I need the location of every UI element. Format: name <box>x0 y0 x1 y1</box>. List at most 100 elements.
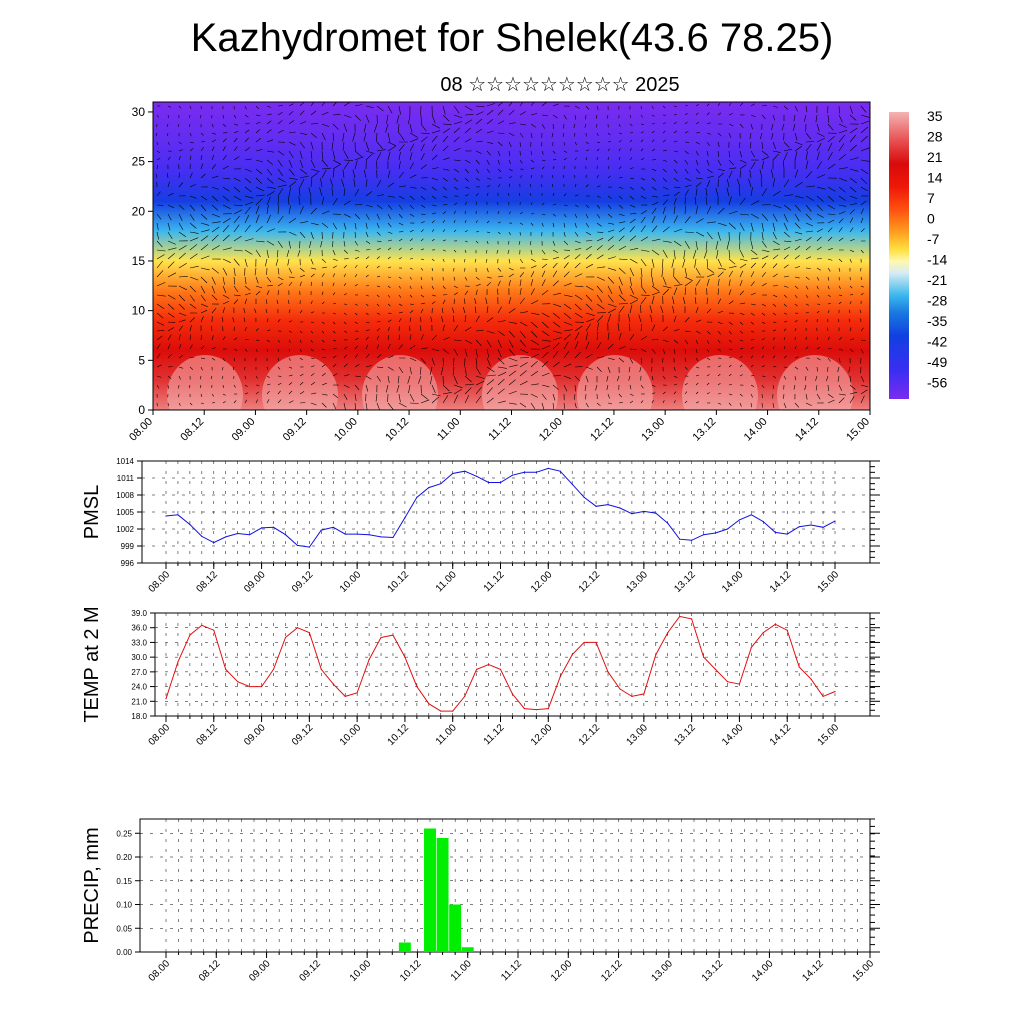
data-point <box>464 470 466 472</box>
colorbar-label: -14 <box>927 252 947 268</box>
data-point <box>655 512 657 514</box>
data-point <box>834 520 836 522</box>
data-point <box>284 534 287 536</box>
data-point <box>691 618 693 620</box>
data-point <box>296 627 299 629</box>
grid <box>142 460 870 564</box>
colorbar-label: -49 <box>927 354 947 370</box>
data-point <box>571 483 573 485</box>
data-point <box>643 693 645 695</box>
data-point <box>822 695 824 697</box>
x-tick-label: 09.12 <box>290 722 316 748</box>
data-point <box>774 623 776 625</box>
data-point <box>308 632 310 634</box>
colorbar-strip <box>889 112 909 399</box>
data-point <box>177 661 179 663</box>
y-tick-label: 25 <box>132 155 146 169</box>
x-tick-label: 14.00 <box>750 958 776 984</box>
data-point <box>607 671 609 673</box>
data-point <box>702 534 705 536</box>
x-tick-label: 14.12 <box>800 958 826 984</box>
x-tick-label: 12.12 <box>577 722 603 748</box>
warm-cell <box>167 355 243 410</box>
data-point <box>523 471 525 473</box>
temperature-chart: 18.0 21.0 24.0 27.0 30.0 33.0 36.0 39.0 08.00 08.… <box>81 606 880 748</box>
wind-vectors <box>155 102 870 410</box>
data-point <box>225 668 227 671</box>
x-tick-label: 11.12 <box>482 569 507 594</box>
data-point <box>487 663 490 666</box>
data-point <box>631 513 633 515</box>
warm-cell <box>362 355 438 410</box>
data-point <box>356 533 358 535</box>
data-point <box>738 683 741 685</box>
x-tick-label: 11.12 <box>486 416 513 443</box>
data-point <box>320 529 322 531</box>
data-point <box>356 692 358 694</box>
data-point <box>738 519 741 521</box>
data-point <box>416 496 418 498</box>
x-tick-label: 14.12 <box>768 722 794 748</box>
data-point <box>750 514 752 516</box>
x-tick-label: 08.12 <box>197 958 223 984</box>
data-point <box>213 542 215 544</box>
y-tick-label: 0.25 <box>116 829 132 838</box>
data-point <box>428 703 430 705</box>
x-tick-label: 11.00 <box>435 416 462 443</box>
data-point <box>201 535 203 537</box>
y-tick-label: 24.0 <box>131 683 147 692</box>
y-tick-label: 10 <box>132 304 146 318</box>
data-point <box>535 471 537 473</box>
data-point <box>416 685 418 688</box>
x-tick-label: 14.12 <box>793 416 821 444</box>
x-tick-label: 09.12 <box>281 416 309 444</box>
data-point <box>404 656 406 658</box>
data-point <box>762 521 764 523</box>
y-axis-title: PMSL <box>81 485 103 539</box>
data-point <box>213 629 215 631</box>
data-point <box>165 698 167 700</box>
data-point <box>786 533 788 535</box>
x-tick-label: 13.00 <box>650 958 676 984</box>
data-point <box>499 668 502 671</box>
data-point <box>189 634 191 636</box>
data-point <box>177 514 179 516</box>
pmsl-chart: 996 999 1002 1005 1008 1011 1014 08.00 08.12 09.0… <box>81 457 880 595</box>
x-tick-label: 09.00 <box>230 416 258 444</box>
data-point <box>476 475 478 477</box>
y-tick-label: 0.00 <box>116 948 132 957</box>
x-tick-label: 08.12 <box>178 416 206 444</box>
panel-frame <box>139 818 871 953</box>
colorbar-label: 28 <box>927 129 943 145</box>
x-tick-label: 10.12 <box>383 416 411 444</box>
data-point <box>702 656 705 658</box>
data-point <box>822 526 824 528</box>
x-tick-label: 08.12 <box>194 722 220 748</box>
data-point <box>344 695 346 697</box>
y-tick-label: 30.0 <box>131 653 147 662</box>
y-tick-label: 5 <box>138 353 145 367</box>
warm-cell <box>482 355 558 410</box>
data-point <box>583 641 585 644</box>
x-tick-label: 15.00 <box>816 722 842 748</box>
data-point <box>523 708 525 710</box>
data-point <box>559 470 561 472</box>
colorbar-label: 14 <box>927 170 943 186</box>
data-point <box>511 693 514 695</box>
y-tick-label: 39.0 <box>131 609 147 618</box>
data-point <box>487 481 490 484</box>
data-point <box>834 690 836 693</box>
data-point <box>762 632 764 634</box>
data-point <box>798 526 800 528</box>
y-tick-label: 1014 <box>116 457 134 466</box>
data-point <box>595 505 597 507</box>
wind-vector-path <box>155 102 870 410</box>
data-point <box>619 507 621 509</box>
x-tick-label: 10.00 <box>338 722 364 748</box>
y-tick-label: 1011 <box>117 474 135 483</box>
x-tick-label: 11.00 <box>434 722 459 747</box>
data-point <box>511 474 514 476</box>
data-point <box>368 534 370 536</box>
